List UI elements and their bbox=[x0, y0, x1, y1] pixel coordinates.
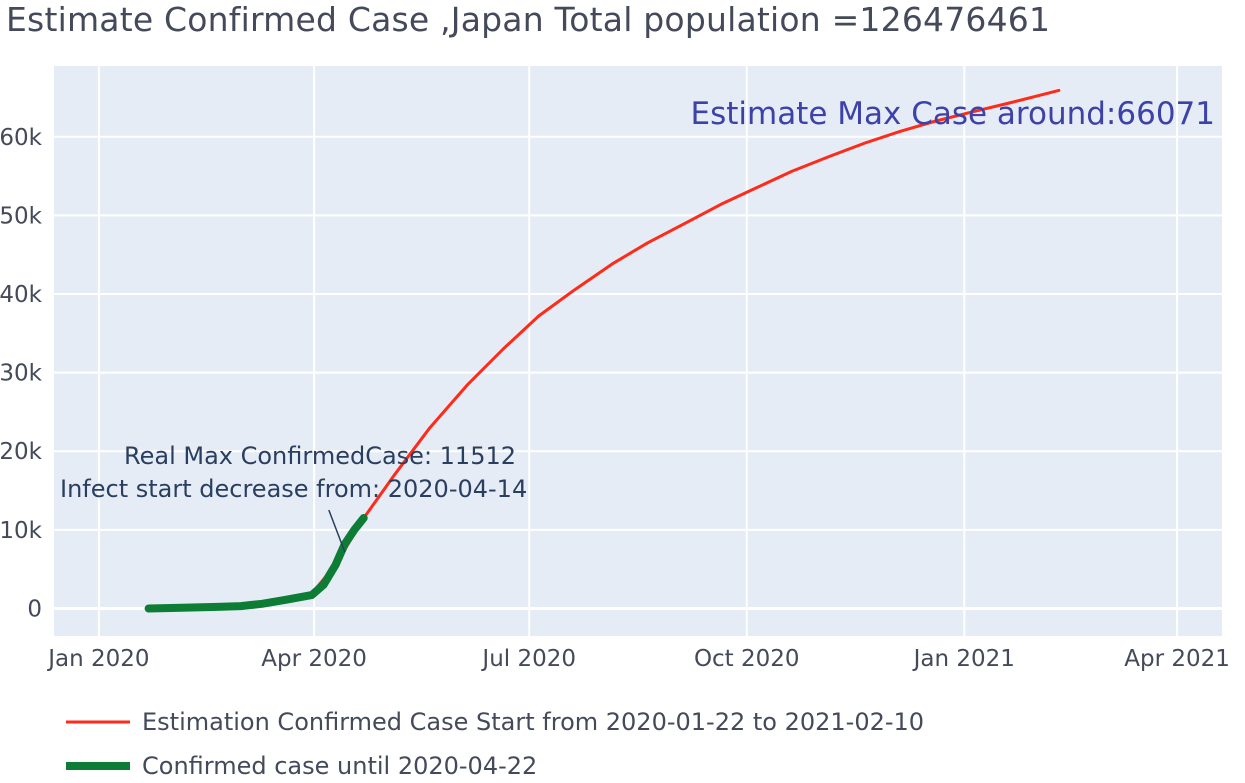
annotation-text: Real Max ConfirmedCase: 11512 bbox=[124, 442, 516, 470]
legend-item-confirmed[interactable]: Confirmed case until 2020-04-22 bbox=[66, 752, 537, 780]
annotation-max-estimate: Estimate Max Case around:66071 bbox=[690, 96, 1215, 132]
y-tick-label: 0 bbox=[27, 596, 42, 622]
series-line bbox=[144, 514, 368, 613]
legend-swatch-red bbox=[66, 720, 130, 724]
y-tick-label: 50k bbox=[0, 203, 43, 229]
series-confirmed bbox=[144, 514, 368, 613]
x-tick-label: Oct 2020 bbox=[694, 646, 800, 672]
axis-ticks: 0 10k 20k 30k 40k 50k 60k Jan 2020 Apr 2020 Jul 2… bbox=[0, 125, 1230, 672]
gridlines bbox=[54, 66, 1222, 636]
x-tick-label: Jan 2021 bbox=[912, 646, 1015, 672]
y-tick-label: 40k bbox=[0, 282, 43, 308]
annotations: Real Max ConfirmedCase: 11512 Infect star… bbox=[60, 96, 1215, 553]
y-tick-label: 30k bbox=[0, 361, 43, 387]
series-lines bbox=[144, 88, 1061, 613]
annotation-arrow bbox=[328, 509, 346, 553]
x-tick-label: Apr 2020 bbox=[261, 646, 367, 672]
x-tick-label: Jul 2020 bbox=[480, 646, 576, 672]
legend-item-estimation[interactable]: Estimation Confirmed Case Start from 202… bbox=[66, 708, 924, 736]
plot-area bbox=[54, 66, 1222, 636]
legend-label-confirmed: Confirmed case until 2020-04-22 bbox=[142, 752, 538, 780]
y-tick-label: 60k bbox=[0, 125, 43, 151]
x-tick-label: Jan 2020 bbox=[46, 646, 149, 672]
annotation-text: Infect start decrease from: 2020-04-14 bbox=[60, 475, 527, 503]
chart-title: Estimate Confirmed Case ,Japan Total pop… bbox=[6, 0, 1051, 39]
y-tick-label: 20k bbox=[0, 439, 43, 465]
y-tick-label: 10k bbox=[0, 518, 43, 544]
x-tick-label: Apr 2021 bbox=[1124, 646, 1230, 672]
legend-label-estimation: Estimation Confirmed Case Start from 202… bbox=[142, 708, 925, 736]
legend-swatch-green bbox=[66, 762, 130, 770]
